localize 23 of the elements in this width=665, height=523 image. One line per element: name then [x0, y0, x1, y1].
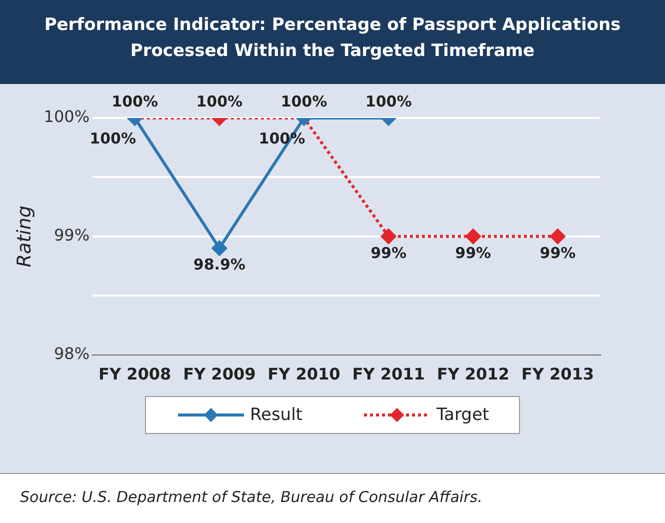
y-tick-label: 98% — [54, 344, 90, 363]
y-tick-label: 100% — [44, 107, 90, 126]
x-tick-label: FY 2013 — [521, 364, 594, 384]
data-label: 100% — [280, 92, 328, 110]
legend-label: Target — [436, 405, 490, 425]
y-axis-title: Rating — [13, 206, 36, 268]
x-tick-label: FY 2009 — [183, 364, 256, 384]
data-label: 99% — [370, 244, 407, 262]
data-label: 100% — [365, 92, 412, 110]
x-tick-label: FY 2011 — [352, 364, 425, 384]
x-tick-label: FY 2012 — [436, 364, 510, 384]
data-label: 100% — [90, 129, 136, 148]
data-label: 99% — [455, 244, 492, 262]
data-label: 99% — [540, 244, 576, 262]
data-label: 98.9% — [193, 256, 246, 274]
data-label: 100% — [112, 92, 158, 110]
x-tick-label: FY 2010 — [268, 364, 340, 384]
x-tick-label: FY 2008 — [98, 364, 172, 384]
data-label: 100% — [196, 92, 243, 110]
legend-label: Result — [250, 405, 302, 425]
chart-title: Performance Indicator: Percentage of Passport Applications Processed Within the Targeted Timeframe — [0, 0, 665, 84]
y-tick-label: 99% — [54, 226, 90, 245]
source-note: Source: U.S. Department of State, Bureau of Consular Affairs. — [20, 488, 484, 506]
